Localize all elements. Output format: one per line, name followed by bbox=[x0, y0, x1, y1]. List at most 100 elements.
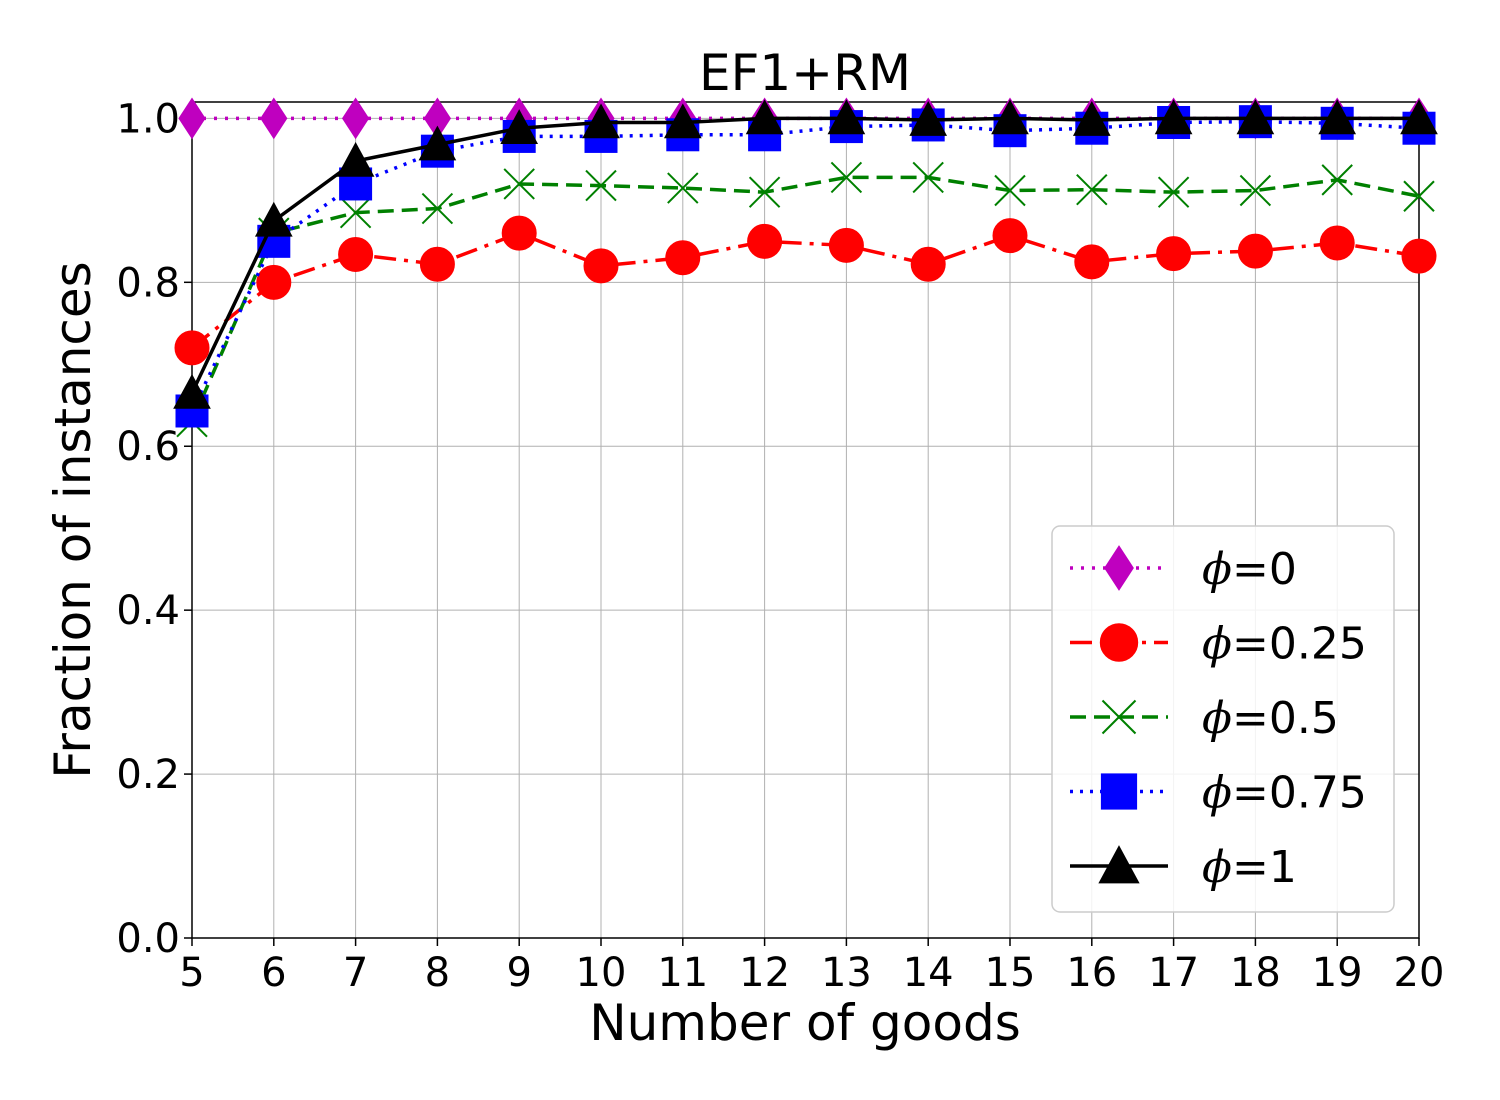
legend: ϕ=0ϕ=0.25ϕ=0.5ϕ=0.75ϕ=1 bbox=[1051, 525, 1395, 913]
x-marker-stroke bbox=[1157, 176, 1190, 208]
data-point bbox=[501, 215, 537, 251]
legend-label: ϕ=0.5 bbox=[1202, 693, 1339, 744]
x-tick-label: 10 bbox=[576, 950, 627, 996]
x-marker-stroke bbox=[748, 176, 781, 208]
legend-label-value: =0 bbox=[1232, 544, 1297, 595]
x-marker-stroke bbox=[912, 161, 944, 194]
y-axis-label: Fraction of instances bbox=[44, 261, 102, 778]
y-tick-label: 0.2 bbox=[116, 752, 180, 798]
x-marker-stroke bbox=[994, 174, 1026, 207]
data-point bbox=[1100, 773, 1138, 810]
x-marker-stroke bbox=[1101, 699, 1137, 735]
legend-item: ϕ=1 bbox=[1070, 842, 1297, 893]
data-point bbox=[1239, 174, 1272, 207]
legend-item: ϕ=0.5 bbox=[1070, 693, 1339, 744]
x-marker-stroke bbox=[667, 172, 699, 204]
x-tick-label: 13 bbox=[821, 950, 872, 996]
data-point bbox=[667, 172, 699, 204]
series-line bbox=[190, 175, 1420, 423]
y-tick-label: 1.0 bbox=[116, 96, 180, 142]
x-tick-label: 14 bbox=[903, 950, 954, 996]
data-point bbox=[174, 330, 210, 366]
x-axis-ticks: 5 6 7 8 9 10 11 12 13 14 15 16 17 18 19 20 bbox=[179, 938, 1444, 996]
data-point bbox=[1076, 173, 1108, 206]
data-point bbox=[342, 97, 370, 140]
data-point bbox=[1401, 238, 1437, 274]
data-point bbox=[419, 246, 455, 282]
x-marker-stroke bbox=[1321, 164, 1353, 196]
data-point bbox=[830, 161, 863, 194]
data-point bbox=[1154, 99, 1193, 135]
legend-label-value: =0.25 bbox=[1232, 619, 1367, 670]
x-tick-label: 5 bbox=[179, 950, 204, 996]
x-marker-stroke bbox=[585, 169, 617, 202]
x-axis-label: Number of goods bbox=[589, 994, 1021, 1052]
legend-label-value: =0.75 bbox=[1232, 768, 1367, 819]
data-point bbox=[1403, 180, 1435, 212]
legend-label-value: =0.5 bbox=[1232, 693, 1339, 744]
data-point bbox=[748, 176, 781, 208]
data-point bbox=[1072, 100, 1111, 136]
x-tick-label: 15 bbox=[985, 950, 1036, 996]
y-tick-label: 0.4 bbox=[116, 588, 180, 634]
x-tick-label: 8 bbox=[425, 950, 450, 996]
data-point bbox=[173, 373, 211, 409]
data-point bbox=[745, 99, 784, 135]
legend-label-symbol: ϕ bbox=[1202, 544, 1232, 595]
data-point bbox=[1237, 233, 1273, 269]
legend-item: ϕ=0.75 bbox=[1070, 768, 1367, 819]
data-point bbox=[912, 161, 944, 194]
data-point bbox=[503, 168, 535, 200]
data-point bbox=[336, 141, 375, 177]
y-tick-label: 0.6 bbox=[116, 424, 180, 470]
x-tick-label: 16 bbox=[1066, 950, 1117, 996]
data-point bbox=[663, 103, 702, 139]
data-point bbox=[254, 201, 293, 237]
data-point bbox=[1156, 236, 1192, 272]
data-point bbox=[991, 99, 1029, 135]
x-tick-label: 11 bbox=[657, 950, 708, 996]
data-point bbox=[583, 248, 619, 284]
data-point bbox=[1236, 99, 1275, 135]
legend-label-symbol: ϕ bbox=[1202, 619, 1232, 670]
data-point bbox=[1319, 225, 1355, 261]
y-tick-label: 0.8 bbox=[116, 260, 180, 306]
data-point bbox=[256, 264, 292, 300]
y-tick-label: 0.0 bbox=[116, 916, 180, 962]
data-point bbox=[1157, 176, 1190, 208]
x-marker-stroke bbox=[339, 196, 372, 229]
chart-title: EF1+RM bbox=[699, 44, 911, 102]
x-marker-stroke bbox=[503, 168, 535, 200]
data-point bbox=[827, 99, 866, 135]
legend-label: ϕ=1 bbox=[1202, 842, 1297, 893]
legend-label-symbol: ϕ bbox=[1202, 768, 1232, 819]
plot-area bbox=[191, 101, 1420, 939]
data-point bbox=[1098, 845, 1140, 884]
data-point bbox=[339, 196, 372, 229]
legend-label: ϕ=0 bbox=[1202, 544, 1297, 595]
x-tick-label: 18 bbox=[1230, 950, 1281, 996]
series-ϕ=1 bbox=[173, 99, 1438, 409]
x-marker-stroke bbox=[1076, 173, 1108, 206]
series-ϕ=0.25 bbox=[174, 215, 1437, 366]
x-tick-label: 12 bbox=[739, 950, 790, 996]
series-line bbox=[190, 231, 1420, 350]
x-tick-label: 20 bbox=[1394, 950, 1445, 996]
x-marker-stroke bbox=[1403, 180, 1435, 212]
data-point bbox=[585, 169, 617, 202]
series-ϕ=0.5 bbox=[176, 161, 1435, 438]
data-point bbox=[1321, 164, 1353, 196]
x-tick-label: 6 bbox=[261, 950, 286, 996]
data-point bbox=[421, 192, 454, 225]
legend-label: ϕ=0.25 bbox=[1202, 619, 1367, 670]
x-tick-label: 9 bbox=[506, 950, 531, 996]
data-point bbox=[909, 100, 948, 136]
data-point bbox=[1101, 699, 1137, 735]
data-point bbox=[910, 246, 946, 282]
data-point bbox=[994, 174, 1026, 207]
legend-item: ϕ=0 bbox=[1070, 544, 1297, 595]
legend-label-value: =1 bbox=[1232, 842, 1297, 893]
data-point bbox=[418, 125, 457, 161]
x-tick-label: 17 bbox=[1148, 950, 1199, 996]
